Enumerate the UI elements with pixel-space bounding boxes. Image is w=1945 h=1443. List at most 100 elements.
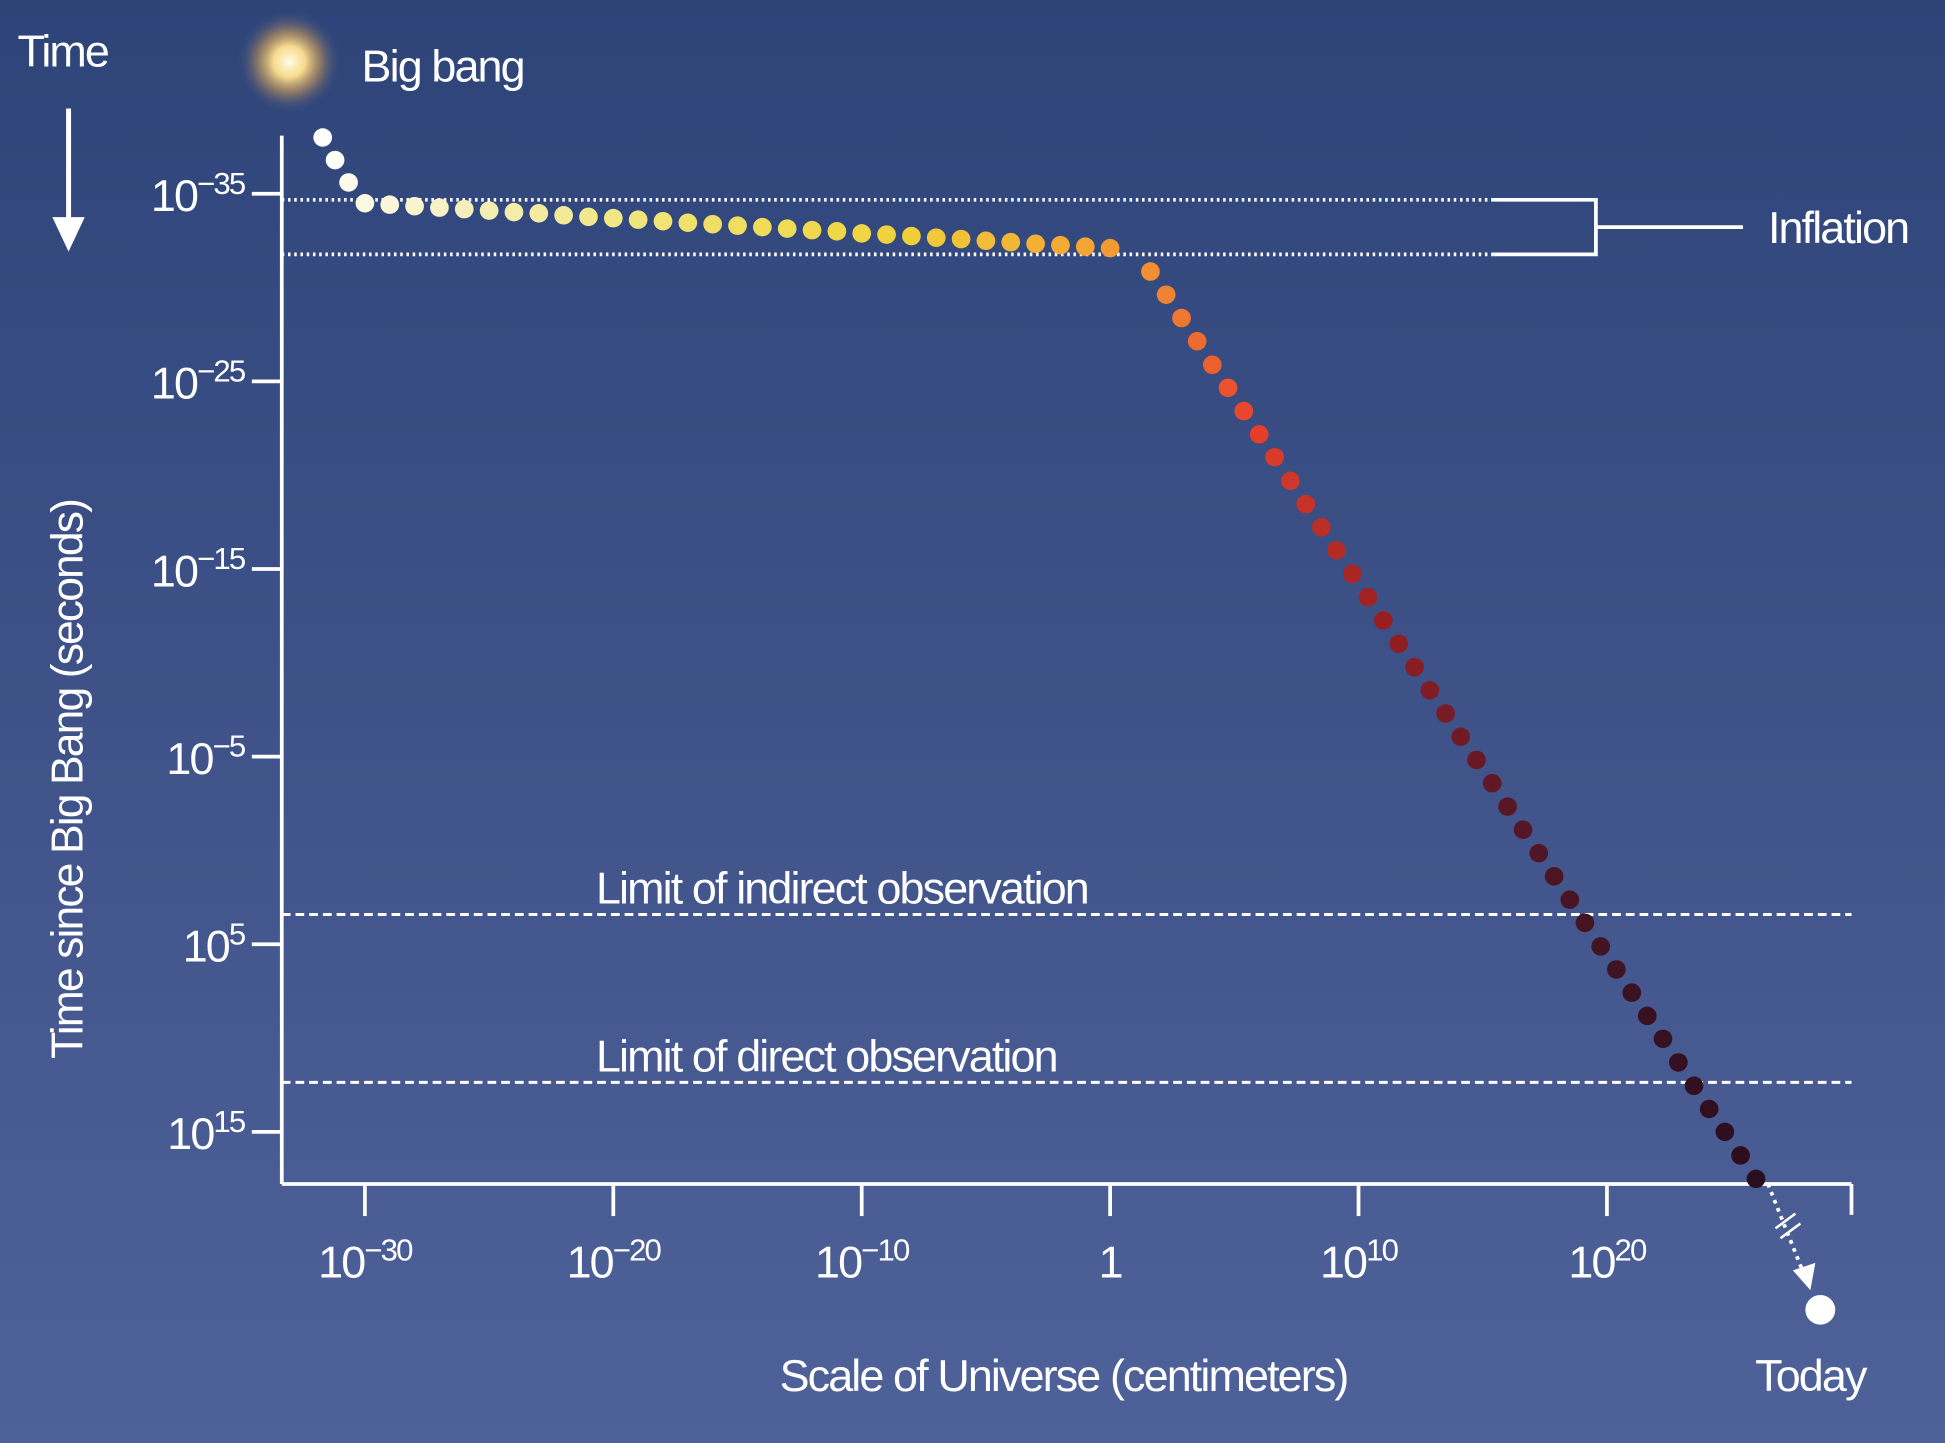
x-tick-label: 1010 bbox=[1320, 1233, 1399, 1288]
today-dot bbox=[1805, 1295, 1836, 1325]
data-point bbox=[313, 128, 333, 147]
data-point bbox=[1218, 378, 1238, 398]
today-arrow-head bbox=[1792, 1262, 1816, 1291]
data-point bbox=[339, 173, 358, 192]
data-point bbox=[1358, 588, 1378, 607]
x-tick-label: 10−20 bbox=[567, 1233, 662, 1288]
x-tick-label-base: 10 bbox=[1568, 1239, 1615, 1288]
data-point bbox=[1607, 960, 1626, 979]
y-tick-label: 10−35 bbox=[151, 166, 245, 221]
data-point bbox=[1637, 1006, 1657, 1026]
data-point bbox=[1591, 937, 1611, 956]
data-point bbox=[1296, 494, 1316, 514]
data-point bbox=[1172, 308, 1191, 328]
data-point bbox=[1746, 1169, 1766, 1189]
data-point bbox=[504, 202, 524, 222]
y-tick-label-exp: 15 bbox=[213, 1104, 245, 1139]
y-tick-label: 10−15 bbox=[151, 541, 245, 596]
y-tick-label-exp: 5 bbox=[229, 916, 245, 951]
data-point bbox=[1405, 657, 1424, 677]
data-point bbox=[554, 206, 573, 225]
y-tick-label: 1015 bbox=[167, 1104, 245, 1159]
data-point bbox=[1389, 634, 1409, 653]
data-point bbox=[1327, 541, 1346, 560]
reference-label: Limit of direct observation bbox=[596, 1032, 1057, 1081]
x-tick-label-base: 10 bbox=[1320, 1239, 1367, 1288]
data-point bbox=[628, 210, 648, 229]
x-tick-label: 10−10 bbox=[815, 1233, 910, 1288]
x-tick-label: 1 bbox=[1099, 1239, 1122, 1288]
data-point bbox=[1026, 234, 1045, 253]
y-tick-label-exp: −25 bbox=[197, 354, 245, 389]
inflation-label: Inflation bbox=[1768, 204, 1908, 253]
data-point bbox=[802, 220, 822, 240]
x-tick-label-exp: −10 bbox=[861, 1233, 910, 1268]
data-point bbox=[1187, 331, 1207, 351]
time-label: Time bbox=[17, 28, 108, 77]
x-tick-label-exp: −20 bbox=[613, 1233, 662, 1268]
big-bang-label: Big bang bbox=[362, 43, 524, 92]
data-point bbox=[827, 222, 847, 241]
data-point bbox=[1001, 232, 1021, 252]
y-tick-label-exp: −5 bbox=[213, 729, 245, 764]
axis-break bbox=[1774, 1212, 1797, 1230]
data-point bbox=[454, 199, 474, 219]
data-point bbox=[1513, 820, 1533, 840]
data-point bbox=[678, 213, 698, 232]
data-point bbox=[603, 208, 623, 228]
axis-break bbox=[1779, 1222, 1802, 1240]
data-point bbox=[653, 211, 673, 231]
y-tick-label-base: 10 bbox=[166, 735, 213, 784]
x-tick-label-exp: −30 bbox=[364, 1233, 413, 1268]
data-point bbox=[902, 226, 921, 246]
data-point bbox=[1467, 750, 1486, 770]
y-tick-label-base: 10 bbox=[151, 547, 198, 596]
x-tick-label-base: 10 bbox=[318, 1239, 365, 1288]
y-tick-label: 105 bbox=[183, 916, 245, 971]
data-point bbox=[926, 228, 946, 247]
y-tick-label-exp: −35 bbox=[197, 166, 245, 201]
x-tick-label-exp: 10 bbox=[1366, 1233, 1399, 1268]
x-tick-label: 1020 bbox=[1568, 1233, 1647, 1288]
data-point bbox=[405, 196, 424, 216]
data-point bbox=[355, 193, 375, 213]
y-tick-label: 10−5 bbox=[166, 729, 245, 784]
y-axis-title: Time since Big Bang (seconds) bbox=[43, 500, 92, 1059]
data-point bbox=[728, 216, 747, 235]
y-tick-label-base: 10 bbox=[183, 923, 230, 972]
y-tick-label: 10−25 bbox=[151, 354, 245, 409]
data-point bbox=[1342, 564, 1362, 584]
data-point bbox=[1653, 1029, 1673, 1049]
x-axis-title: Scale of Universe (centimeters) bbox=[780, 1352, 1348, 1401]
data-point bbox=[1374, 611, 1393, 630]
data-point bbox=[1141, 262, 1160, 281]
data-point bbox=[1100, 238, 1120, 258]
data-point bbox=[852, 224, 872, 243]
x-tick-label: 10−30 bbox=[318, 1233, 413, 1288]
data-point bbox=[1715, 1122, 1735, 1142]
data-point bbox=[1265, 447, 1285, 467]
data-point bbox=[1156, 285, 1176, 304]
y-tick-label-base: 10 bbox=[167, 1110, 214, 1159]
data-point bbox=[479, 201, 499, 220]
x-tick-label-base: 10 bbox=[815, 1239, 862, 1288]
data-point bbox=[579, 207, 598, 227]
data-point bbox=[877, 225, 896, 244]
y-tick-label-base: 10 bbox=[151, 360, 198, 409]
data-point bbox=[430, 198, 449, 217]
data-point bbox=[1482, 773, 1502, 793]
data-point bbox=[1234, 401, 1254, 421]
data-point bbox=[1051, 235, 1070, 255]
data-point bbox=[1436, 704, 1455, 723]
y-tick-label-exp: −15 bbox=[197, 541, 245, 576]
data-point bbox=[1669, 1053, 1688, 1072]
data-point bbox=[1075, 237, 1095, 256]
time-arrow-head bbox=[52, 217, 85, 252]
data-point bbox=[951, 229, 971, 249]
reference-label: Limit of indirect observation bbox=[596, 865, 1088, 914]
data-point bbox=[777, 219, 797, 238]
data-point bbox=[1202, 355, 1222, 375]
data-point bbox=[1575, 913, 1595, 933]
